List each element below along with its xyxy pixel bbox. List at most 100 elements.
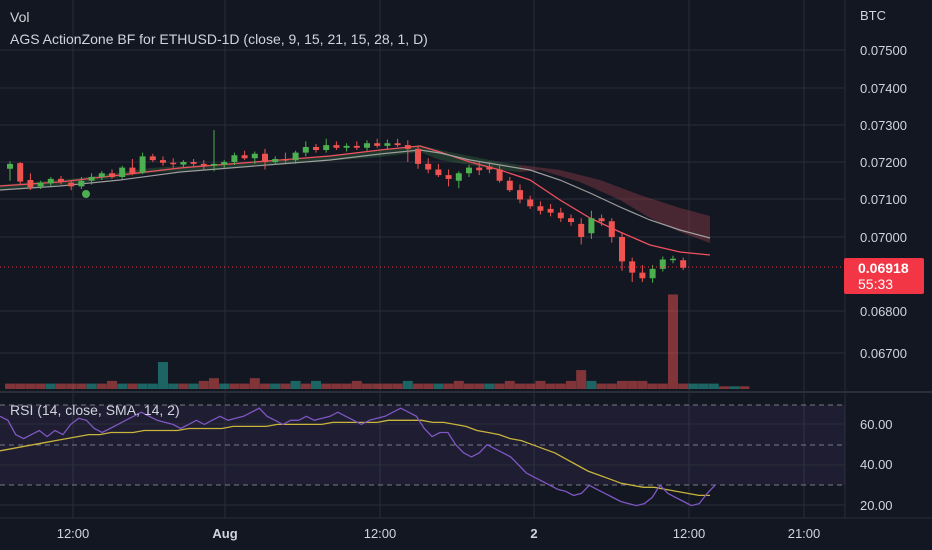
rsi-line [0,407,716,507]
price-grid [0,0,845,518]
volume-bar [219,383,230,389]
candle-body [578,223,585,237]
rsi-tick: 20.00 [860,498,893,513]
volume-bar [260,383,270,389]
buy-signal-dot [82,190,90,198]
candle-body [302,147,309,153]
candle-body [364,143,370,148]
ema-fast-line [0,145,711,256]
indicator-legend[interactable]: AGS ActionZone BF for ETHUSD-1D (close, … [10,31,428,47]
candle-body [221,162,228,165]
rsi-legend[interactable]: RSI (14, close, SMA, 14, 2) [10,402,180,418]
volume-bar [280,383,291,389]
candle-body [557,212,564,219]
volume-bar [198,380,209,389]
volume-bar [504,380,515,389]
candle-body [47,178,54,184]
volume-bar [668,294,678,389]
action-zone-fill-down [520,165,710,243]
candle-body [496,169,503,181]
volume-bar [107,380,117,389]
volume-bar [627,380,638,389]
price-tick: 0.07400 [860,81,907,96]
volume-bar [688,383,699,389]
volume-bar [178,383,189,389]
time-label: 21:00 [788,526,821,541]
candle-body [506,180,513,191]
candle-body [98,173,105,177]
volume-bar [413,383,423,389]
volume-bar [423,383,434,389]
candle-body [649,268,656,279]
action-zone-bands [0,145,711,256]
rsi-tick: 40.00 [860,457,893,472]
time-label: 12:00 [673,526,706,541]
candle-body [374,143,381,146]
volume-bar [137,383,148,389]
volume-bar [535,380,546,389]
candle-body [292,152,299,161]
candle-body [27,180,34,188]
volume-bar [729,386,740,389]
current-price-value: 0.06918 [858,260,909,276]
volume-legend[interactable]: Vol [10,9,30,25]
volume-bar [545,383,556,389]
volume-bar [433,383,444,389]
candle-body [251,153,258,159]
candle-body [466,167,472,174]
volume-bar [443,383,454,389]
volume-bar [719,386,729,389]
candle-body [445,175,452,179]
candle-body [139,156,146,173]
candle-body [149,156,156,161]
candle-body [241,155,248,159]
price-axis-currency: BTC [860,8,886,23]
action-zone-fill-up [0,145,520,190]
candle-body [598,218,605,222]
candle-body [78,180,85,187]
candle-body [37,182,44,187]
candle-body [394,143,401,146]
volume-bar [464,383,474,389]
candle-body [170,162,177,165]
candle-body [323,145,330,150]
candle-body [455,173,462,181]
volume-bar [15,383,26,389]
volume-bar [96,383,107,389]
candles [7,130,687,283]
volume-bar [484,383,495,389]
candle-body [547,208,554,213]
candle-body [680,260,687,268]
rsi-panel: 60.00 40.00 20.00 [0,404,893,513]
candle-body [588,218,595,234]
volume-bar [56,383,66,389]
volume-bar [5,383,15,389]
volume-bar [351,380,362,389]
time-axis: 12:00 Aug 12:00 2 12:00 21:00 [57,526,821,541]
volume-bar [606,383,617,389]
volume-bar [576,370,587,389]
candle-body [384,143,391,146]
volume-bar [657,383,668,389]
volume-bar [35,383,46,389]
candle-body [58,178,64,182]
candle-body [200,163,207,166]
volume-bar [66,383,77,389]
time-label: 2 [530,526,537,541]
candle-body [476,167,483,171]
volume-bar [331,383,342,389]
ema-slow-line [0,149,711,239]
volume-bar [188,383,199,389]
volume-bar [147,383,158,389]
candle-body [486,166,493,170]
time-label: Aug [212,526,237,541]
candle-body [231,155,238,162]
volume-bar [647,383,658,389]
candle-body [211,163,217,166]
volume-bar [494,383,505,389]
candle-body [425,163,432,170]
candle-body [7,163,13,169]
candle-body [88,177,95,181]
volume-bar [402,380,413,389]
